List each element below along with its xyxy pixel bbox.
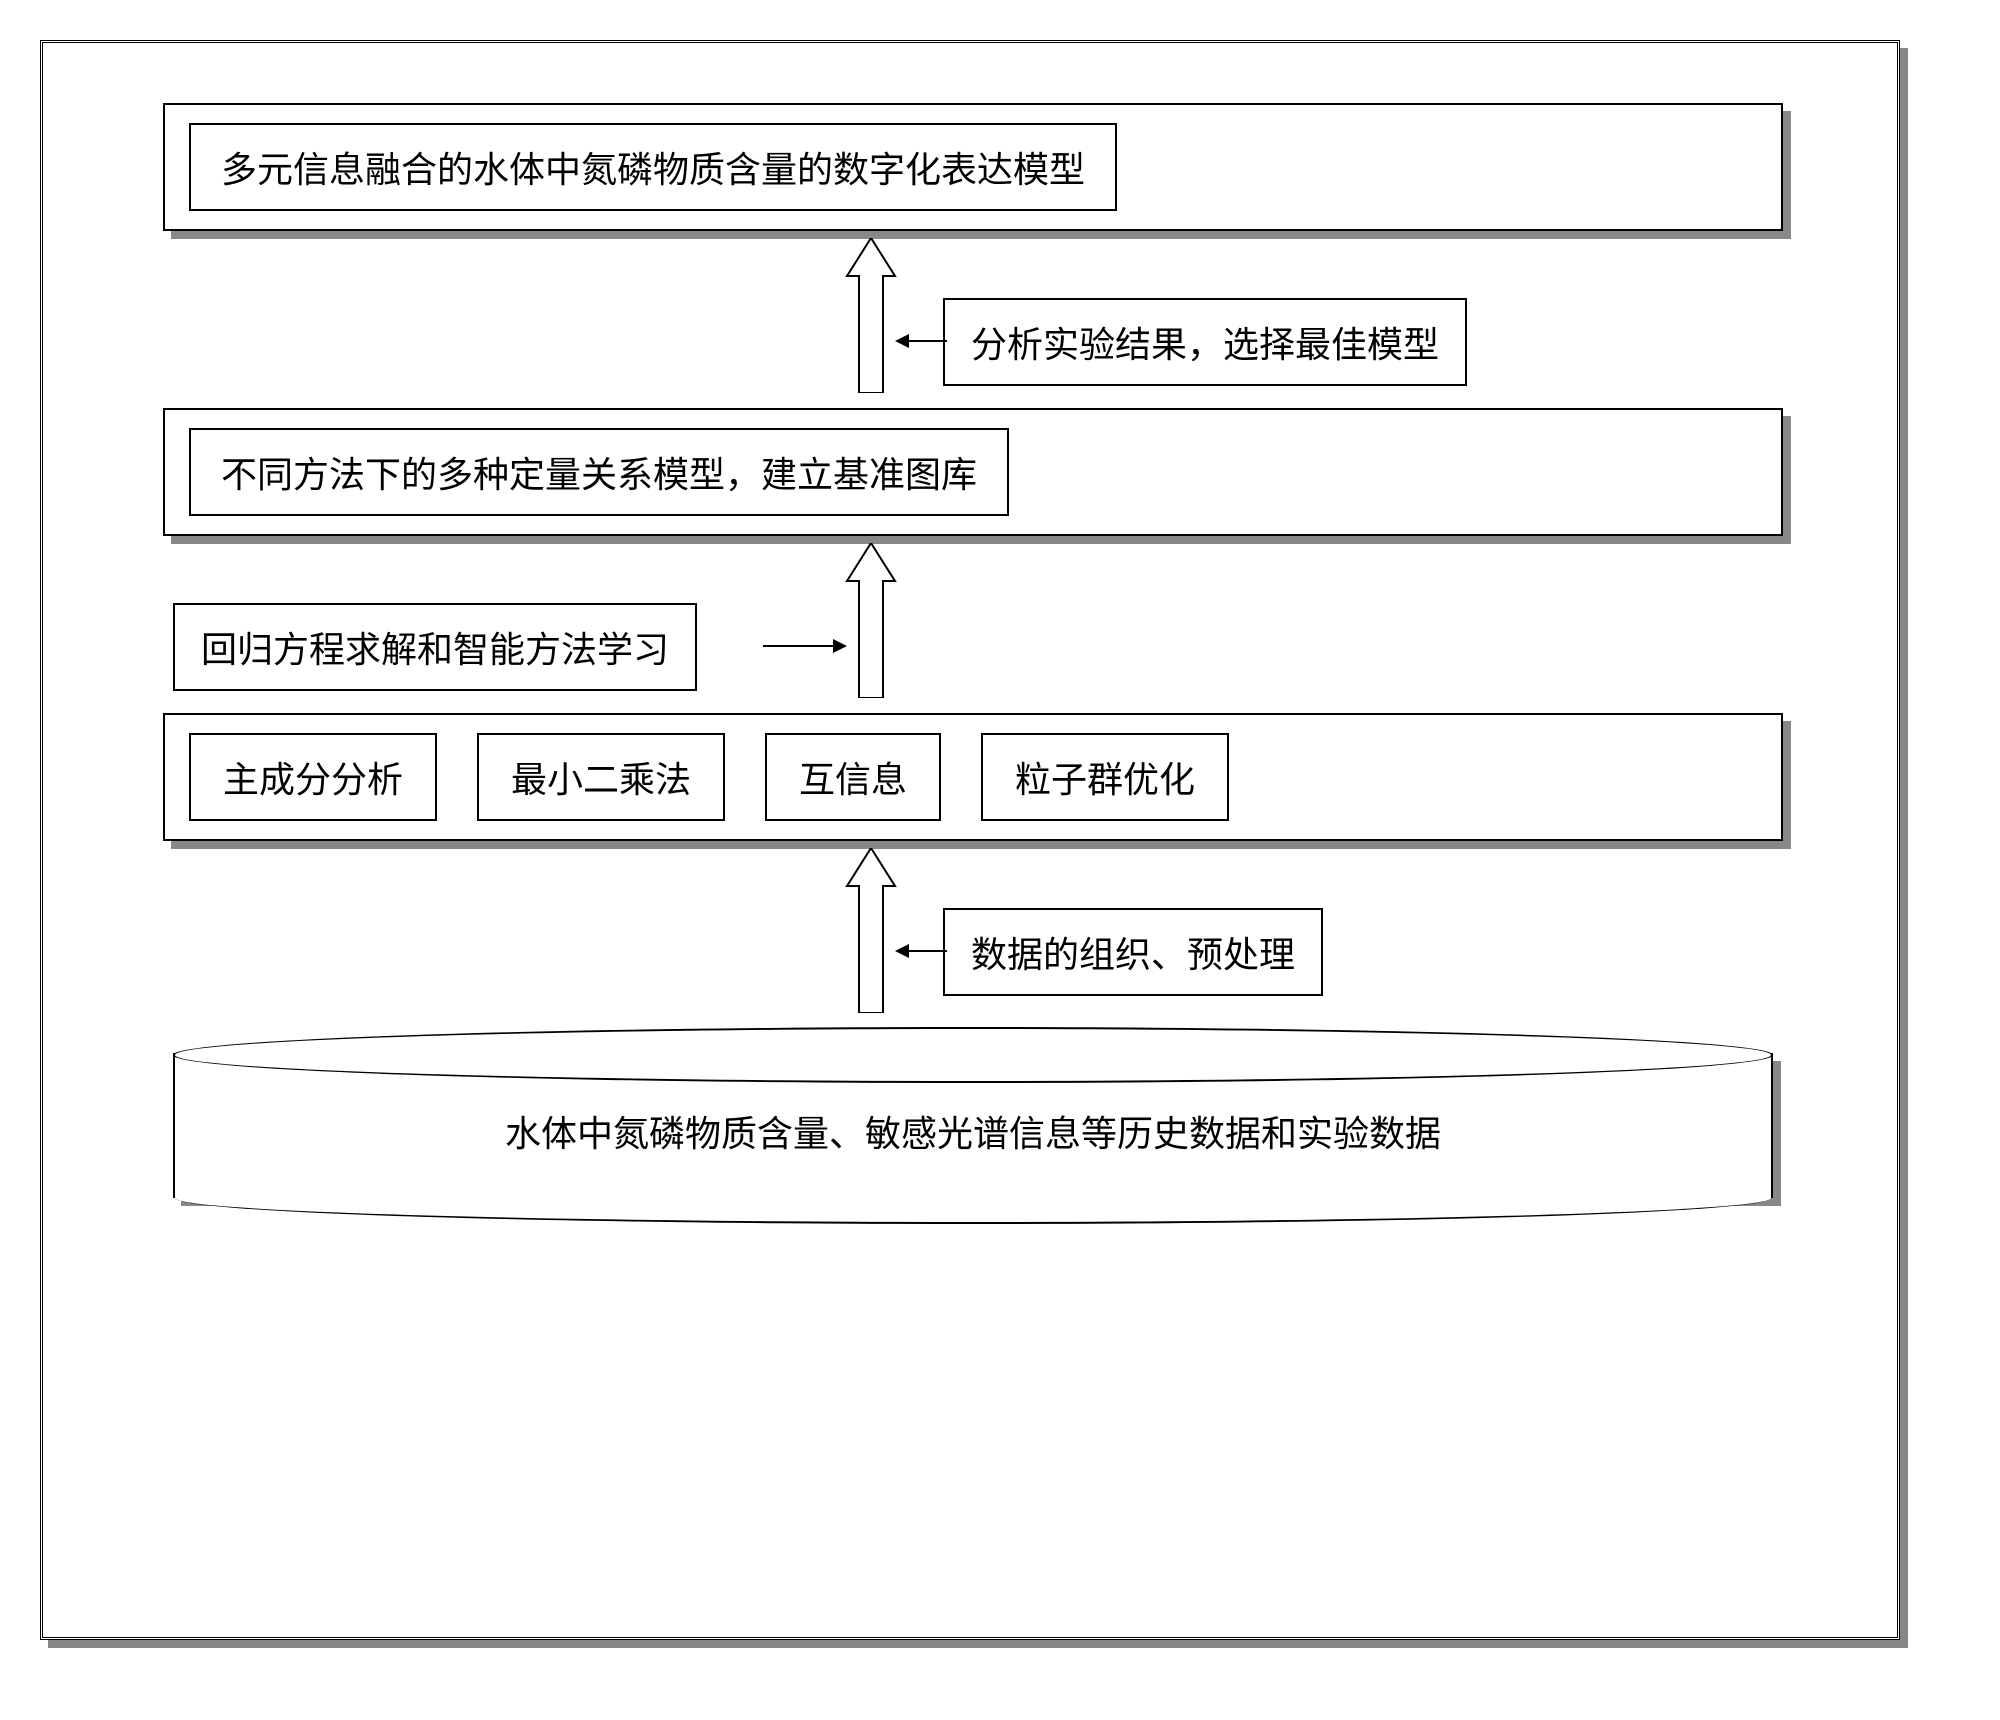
method-least-squares: 最小二乘法	[477, 733, 725, 821]
methods-box: 主成分分析 最小二乘法 互信息 粒子群优化	[163, 713, 1783, 841]
simple-arrow-middle	[763, 636, 847, 656]
flowchart-container: 多元信息融合的水体中氮磷物质含量的数字化表达模型 分析实验结果，选择最佳模型 不…	[40, 40, 1900, 1640]
data-cylinder: 水体中氮磷物质含量、敏感光谱信息等历史数据和实验数据	[173, 1053, 1773, 1198]
hollow-arrow-middle	[843, 543, 899, 698]
models-library-text: 不同方法下的多种定量关系模型，建立基准图库	[189, 428, 1009, 516]
simple-arrow-top	[895, 331, 947, 351]
label-analyze-results: 分析实验结果，选择最佳模型	[943, 298, 1467, 386]
hollow-arrow-top	[843, 238, 899, 393]
method-mutual-info: 互信息	[765, 733, 941, 821]
label-preprocessing-text: 数据的组织、预处理	[971, 935, 1295, 975]
top-output-box: 多元信息融合的水体中氮磷物质含量的数字化表达模型	[163, 103, 1783, 231]
method-pso: 粒子群优化	[981, 733, 1229, 821]
hollow-arrow-bottom	[843, 848, 899, 1013]
label-data-preprocessing: 数据的组织、预处理	[943, 908, 1323, 996]
methods-row: 主成分分析 最小二乘法 互信息 粒子群优化	[189, 733, 1757, 821]
cylinder-text: 水体中氮磷物质含量、敏感光谱信息等历史数据和实验数据	[505, 1105, 1441, 1157]
method-pca: 主成分分析	[189, 733, 437, 821]
models-library-box: 不同方法下的多种定量关系模型，建立基准图库	[163, 408, 1783, 536]
label-analyze-text: 分析实验结果，选择最佳模型	[971, 325, 1439, 365]
label-regression-text: 回归方程求解和智能方法学习	[201, 630, 669, 670]
label-regression-learning: 回归方程求解和智能方法学习	[173, 603, 697, 691]
top-output-text: 多元信息融合的水体中氮磷物质含量的数字化表达模型	[189, 123, 1117, 211]
simple-arrow-bottom	[895, 941, 947, 961]
